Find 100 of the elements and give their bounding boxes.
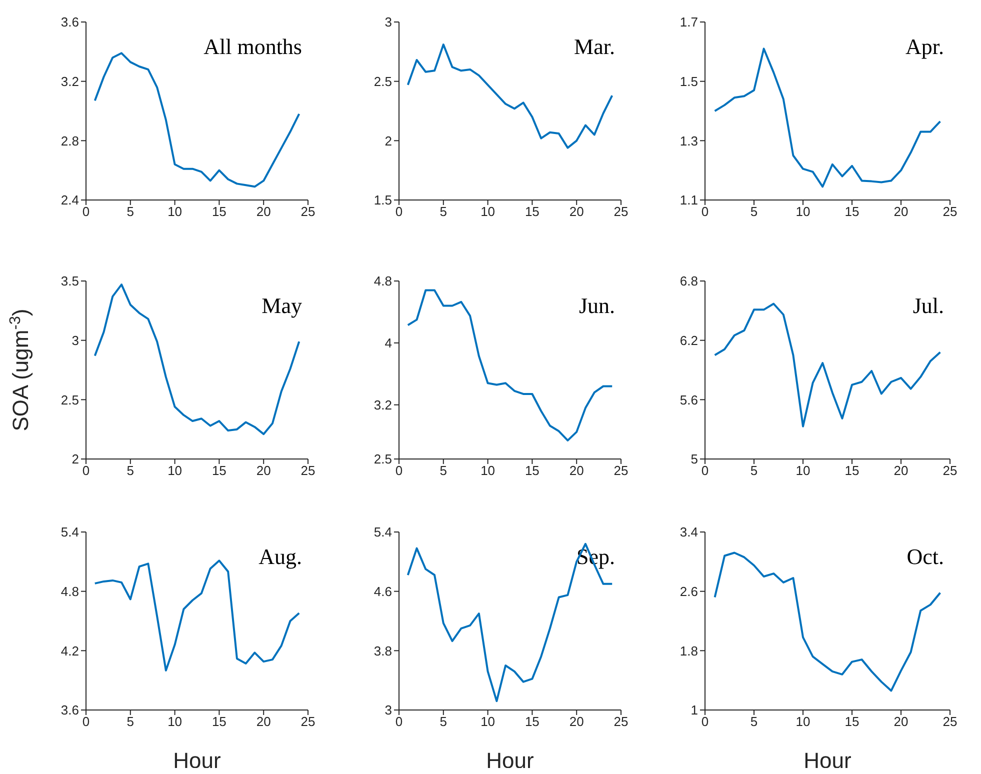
- x-tick-label: 20: [256, 463, 271, 478]
- x-tick-label: 5: [126, 714, 134, 730]
- x-tick-label: 20: [569, 463, 584, 478]
- y-tick-label: 2.5: [374, 452, 392, 467]
- x-axis-title: Hour: [486, 748, 534, 773]
- x-tick-label: 25: [300, 714, 316, 730]
- y-tick-label: 2.5: [374, 74, 392, 89]
- x-tick-label: 25: [614, 714, 628, 730]
- x-tick-label: 25: [942, 714, 958, 730]
- x-tick-label: 20: [256, 714, 271, 730]
- x-tick-label: 15: [844, 204, 860, 220]
- x-tick-label: 15: [524, 714, 540, 730]
- y-tick-label: 3: [384, 702, 392, 718]
- x-tick-label: 20: [569, 714, 584, 730]
- x-tick-label: 0: [82, 463, 90, 478]
- text: Jul.: [912, 293, 944, 318]
- x-tick-label: 20: [569, 204, 584, 220]
- x-tick-label: 25: [300, 204, 316, 220]
- x-axis-title: Hour: [173, 748, 221, 773]
- x-tick-label: 20: [894, 463, 908, 478]
- y-tick-label: 5.6: [680, 392, 698, 408]
- y-tick-label: 3.2: [374, 397, 392, 412]
- line-series: [406, 289, 614, 442]
- x-tick-label: 10: [480, 714, 496, 730]
- x-tick-label: 15: [844, 463, 860, 478]
- x-tick-label: 15: [524, 204, 540, 220]
- x-tick-label: 5: [750, 714, 758, 730]
- x-tick-label: 25: [614, 463, 628, 478]
- x-tick-label: 20: [256, 204, 271, 220]
- y-tick-label: 1.3: [680, 133, 698, 148]
- y-tick-label: 2: [72, 452, 79, 467]
- text: May: [262, 293, 302, 318]
- line-series: [406, 542, 614, 702]
- x-tick-label: 0: [395, 463, 403, 478]
- y-tick-label: 4.8: [60, 584, 79, 599]
- text: All months: [204, 34, 302, 59]
- y-tick-label: 6.2: [680, 332, 698, 348]
- x-tick-label: 5: [750, 204, 758, 220]
- x-tick-label: 20: [894, 714, 908, 730]
- text: Oct.: [906, 544, 944, 569]
- x-tick-label: 25: [942, 204, 958, 220]
- y-tick-label: 4: [384, 336, 392, 351]
- x-tick-label: 25: [942, 463, 958, 478]
- x-tick-label: 5: [440, 463, 448, 478]
- text: Aug.: [258, 544, 302, 569]
- y-tick-label: 1.5: [374, 192, 392, 208]
- y-tick-label: 5.4: [60, 524, 79, 540]
- y-tick-label: 5: [690, 452, 698, 467]
- y-tick-label: 3.4: [680, 524, 698, 540]
- x-tick-label: 0: [701, 204, 709, 220]
- x-tick-label: 10: [480, 463, 496, 478]
- x-tick-label: 15: [524, 463, 540, 478]
- y-tick-label: 2.4: [60, 192, 79, 208]
- text: Jun.: [578, 293, 615, 318]
- x-tick-label: 0: [395, 714, 403, 730]
- y-tick-label: 1.5: [680, 74, 698, 89]
- x-tick-label: 10: [480, 204, 496, 220]
- y-tick-label: 1.8: [680, 643, 698, 658]
- x-tick-label: 5: [440, 204, 448, 220]
- x-tick-label: 20: [894, 204, 908, 220]
- x-tick-label: 15: [212, 204, 226, 220]
- x-tick-label: 5: [750, 463, 758, 478]
- x-tick-label: 5: [126, 204, 134, 220]
- y-tick-label: 4.8: [374, 274, 392, 289]
- text: Apr.: [906, 34, 944, 59]
- x-tick-label: 10: [168, 204, 182, 220]
- y-tick-label: 1.7: [680, 14, 698, 30]
- x-tick-label: 25: [614, 204, 628, 220]
- y-tick-label: 4.2: [60, 643, 79, 658]
- y-tick-label: 3.8: [374, 643, 392, 658]
- y-tick-label: 2.8: [60, 133, 79, 148]
- y-tick-label: 3: [384, 14, 392, 30]
- y-tick-label: 3.2: [60, 74, 79, 89]
- x-tick-label: 15: [212, 714, 226, 730]
- y-tick-label: 3.6: [60, 14, 79, 30]
- x-tick-label: 0: [701, 463, 709, 478]
- x-tick-label: 0: [395, 204, 403, 220]
- x-tick-label: 25: [300, 463, 316, 478]
- x-tick-label: 15: [844, 714, 860, 730]
- x-tick-label: 0: [82, 204, 90, 220]
- y-tick-label: 1.1: [680, 192, 698, 208]
- x-tick-label: 0: [701, 714, 709, 730]
- y-tick-label: 6.8: [680, 274, 698, 289]
- text: Mar.: [574, 34, 615, 59]
- y-tick-label: 2: [384, 133, 392, 148]
- x-tick-label: 15: [212, 463, 226, 478]
- y-tick-label: 5.4: [374, 524, 392, 540]
- x-tick-label: 0: [82, 714, 90, 730]
- y-tick-label: 3: [72, 332, 79, 348]
- x-tick-label: 10: [796, 463, 810, 478]
- x-axis-title: Hour: [804, 748, 852, 773]
- y-tick-label: 2.6: [680, 584, 698, 599]
- x-tick-label: 10: [168, 714, 182, 730]
- x-tick-label: 10: [168, 463, 182, 478]
- x-tick-label: 10: [796, 714, 810, 730]
- x-tick-label: 10: [796, 204, 810, 220]
- y-tick-label: 2.5: [60, 392, 79, 408]
- y-tick-label: 1: [690, 702, 698, 718]
- line-series: [94, 284, 300, 436]
- y-tick-label: 4.6: [374, 584, 392, 599]
